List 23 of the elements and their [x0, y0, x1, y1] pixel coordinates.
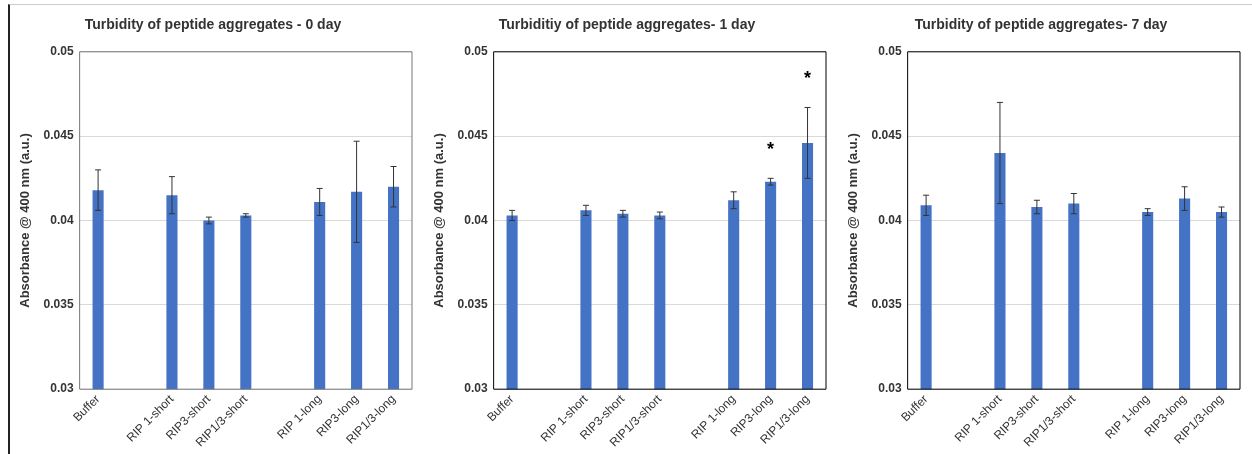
- y-axis-title: Absorbance @ 400 nm (a.u.): [845, 133, 861, 308]
- y-tick-label: 0.035: [457, 297, 488, 312]
- y-tick-label: 0.05: [878, 44, 902, 59]
- y-tick-label: 0.045: [43, 128, 74, 143]
- y-tick-label: 0.045: [457, 128, 488, 143]
- y-tick-label: 0.03: [878, 381, 902, 396]
- y-tick-label: 0.04: [50, 212, 74, 227]
- y-tick-label: 0.035: [43, 297, 74, 312]
- annotation: *: [804, 68, 812, 89]
- y-tick-label: 0.03: [50, 381, 74, 396]
- y-tick-label: 0.04: [878, 212, 902, 227]
- y-tick-label: 0.05: [464, 44, 488, 59]
- annotation: *: [767, 139, 775, 160]
- y-tick-label: 0.045: [871, 128, 902, 143]
- chart-title: Turbiditiy of peptide aggregates- 1 day: [498, 16, 756, 33]
- y-axis-title: Absorbance @ 400 nm (a.u.): [17, 133, 33, 308]
- y-tick-label: 0.04: [464, 212, 488, 227]
- chart-title: Turbidity of peptide aggregates- 7 day: [914, 16, 1168, 33]
- chart-title: Turbidity of peptide aggregates - 0 day: [84, 16, 342, 33]
- y-axis-title: Absorbance @ 400 nm (a.u.): [431, 133, 447, 308]
- y-tick-label: 0.03: [464, 381, 488, 396]
- y-tick-label: 0.05: [50, 44, 74, 59]
- y-tick-label: 0.035: [871, 297, 902, 312]
